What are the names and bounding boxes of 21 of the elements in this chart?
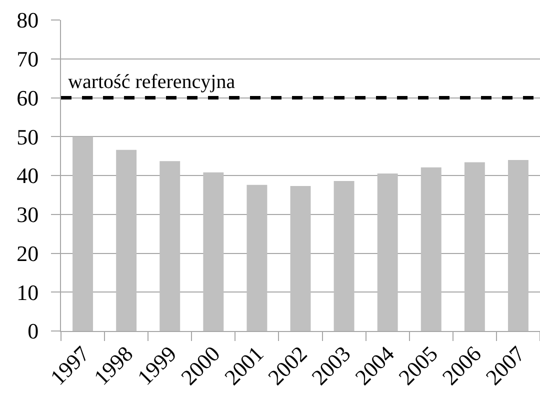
y-tick-label: 70	[16, 46, 39, 72]
ref-line-label: wartość referencyjna	[68, 71, 236, 93]
bar	[334, 180, 354, 331]
y-tick-label: 10	[16, 280, 39, 305]
y-tick-label: 0	[28, 318, 39, 344]
y-tick-label: 80	[16, 8, 39, 33]
bar	[290, 186, 311, 331]
bar	[464, 162, 485, 331]
y-tick-label: 20	[16, 240, 39, 266]
bar	[420, 167, 442, 331]
y-tick-label: 30	[16, 202, 39, 228]
bar	[508, 160, 528, 331]
y-tick-label: 40	[16, 163, 39, 188]
bar	[246, 184, 268, 331]
bar	[116, 150, 137, 331]
bar	[160, 161, 180, 331]
bar	[203, 172, 224, 331]
y-tick-label: 50	[16, 124, 39, 150]
bar	[72, 136, 94, 331]
bar	[377, 174, 398, 331]
y-tick-label: 60	[16, 85, 39, 110]
